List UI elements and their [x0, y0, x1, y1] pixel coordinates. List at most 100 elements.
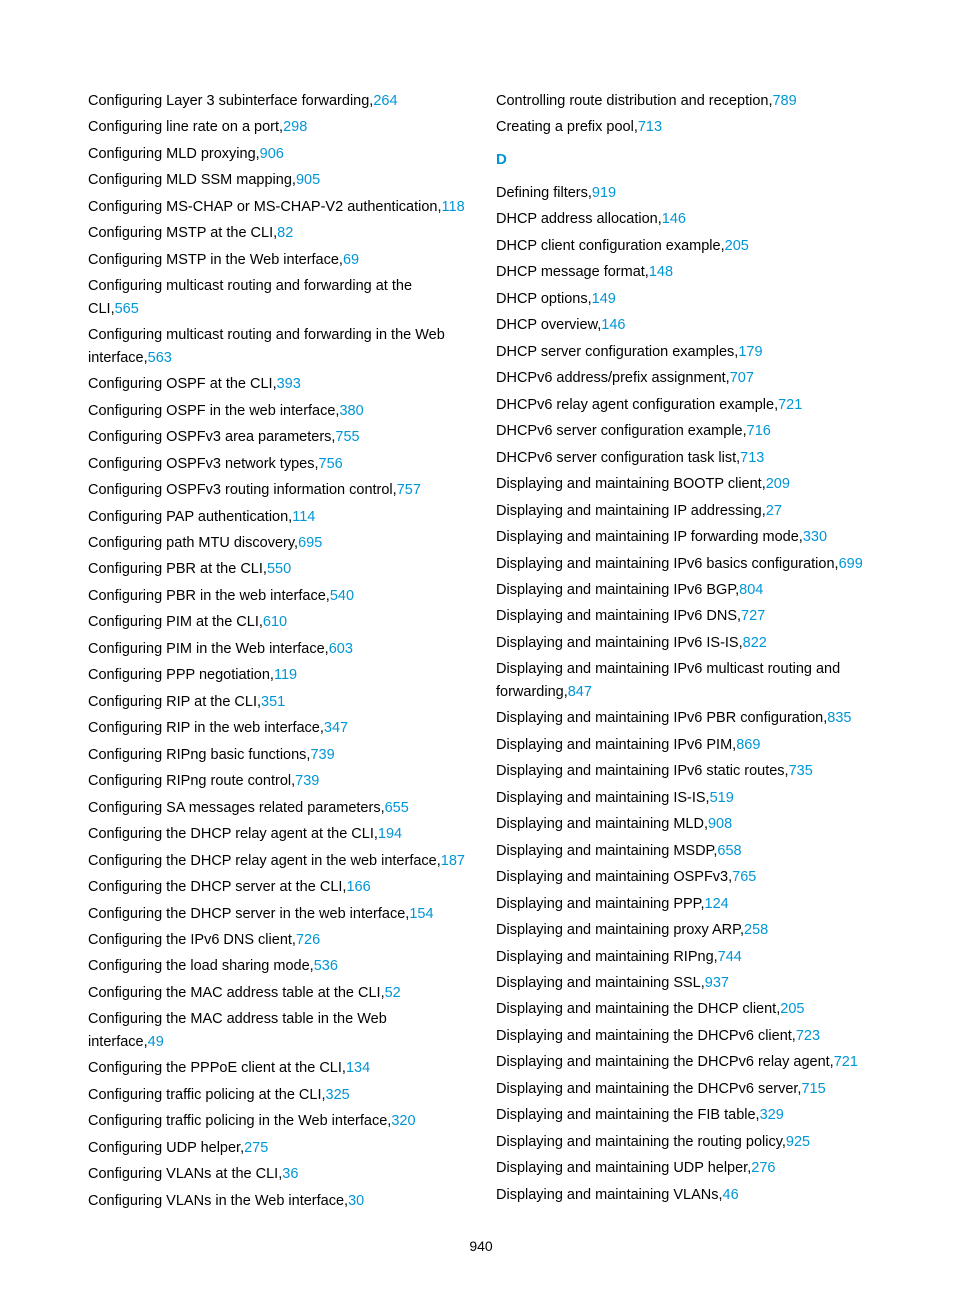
- page-link[interactable]: 36: [282, 1166, 298, 1182]
- page-link[interactable]: 351: [261, 694, 285, 710]
- page-link[interactable]: 298: [283, 119, 307, 135]
- page-link[interactable]: 325: [326, 1087, 350, 1103]
- page-link[interactable]: 721: [834, 1054, 858, 1070]
- entry-text: Configuring the DHCP server at the CLI,: [88, 879, 346, 895]
- index-entry: Configuring the MAC address table in the…: [88, 1008, 466, 1053]
- page-link[interactable]: 275: [244, 1140, 268, 1156]
- entry-text: Displaying and maintaining UDP helper,: [496, 1160, 751, 1176]
- page-link[interactable]: 565: [115, 301, 139, 317]
- page-link[interactable]: 347: [324, 720, 348, 736]
- page-link[interactable]: 124: [705, 896, 729, 912]
- page-link[interactable]: 804: [739, 582, 763, 598]
- entry-text: Configuring RIP in the web interface,: [88, 720, 324, 736]
- page-link[interactable]: 258: [744, 922, 768, 938]
- page-link[interactable]: 603: [329, 641, 353, 657]
- page-link[interactable]: 699: [839, 556, 863, 572]
- page-link[interactable]: 937: [705, 975, 729, 991]
- page-link[interactable]: 563: [148, 350, 172, 366]
- page-link[interactable]: 739: [310, 747, 334, 763]
- page-link[interactable]: 179: [738, 344, 762, 360]
- page-link[interactable]: 69: [343, 252, 359, 268]
- page-link[interactable]: 154: [409, 906, 433, 922]
- page-link[interactable]: 905: [296, 172, 320, 188]
- page-link[interactable]: 149: [592, 291, 616, 307]
- index-entry: Displaying and maintaining the FIB table…: [496, 1104, 874, 1126]
- page-link[interactable]: 550: [267, 561, 291, 577]
- page-link[interactable]: 119: [274, 667, 297, 683]
- entry-text: DHCP message format,: [496, 264, 649, 280]
- page-link[interactable]: 114: [292, 509, 315, 525]
- page-link[interactable]: 655: [385, 800, 409, 816]
- page-link[interactable]: 610: [263, 614, 287, 630]
- page-link[interactable]: 146: [601, 317, 625, 333]
- index-entry: Configuring RIP in the web interface,347: [88, 717, 466, 739]
- page-link[interactable]: 205: [725, 238, 749, 254]
- page-link[interactable]: 46: [723, 1187, 739, 1203]
- page-link[interactable]: 187: [441, 853, 465, 869]
- entry-text: Displaying and maintaining IPv6 PIM,: [496, 737, 736, 753]
- page-link[interactable]: 82: [277, 225, 293, 241]
- page-link[interactable]: 925: [786, 1134, 810, 1150]
- entry-text: Configuring OSPF at the CLI,: [88, 376, 277, 392]
- index-entry: Displaying and maintaining IPv6 static r…: [496, 760, 874, 782]
- page-link[interactable]: 716: [747, 423, 771, 439]
- page-link[interactable]: 789: [772, 93, 796, 109]
- index-entry: Configuring the DHCP relay agent in the …: [88, 850, 466, 872]
- page-link[interactable]: 166: [346, 879, 370, 895]
- page-link[interactable]: 919: [592, 185, 616, 201]
- page-link[interactable]: 330: [803, 529, 827, 545]
- page-link[interactable]: 908: [708, 816, 732, 832]
- page-link[interactable]: 835: [827, 710, 851, 726]
- page-link[interactable]: 540: [330, 588, 354, 604]
- page-link[interactable]: 30: [348, 1193, 364, 1209]
- page-link[interactable]: 721: [778, 397, 802, 413]
- page-link[interactable]: 52: [385, 985, 401, 1001]
- page-link[interactable]: 757: [397, 482, 421, 498]
- entry-text: Creating a prefix pool,: [496, 119, 638, 135]
- page-link[interactable]: 134: [346, 1060, 370, 1076]
- page-link[interactable]: 822: [743, 635, 767, 651]
- page-link[interactable]: 715: [801, 1081, 825, 1097]
- entry-text: DHCP options,: [496, 291, 592, 307]
- page-link[interactable]: 756: [319, 456, 343, 472]
- page-link[interactable]: 209: [766, 476, 790, 492]
- page-link[interactable]: 765: [732, 869, 756, 885]
- page-link[interactable]: 118: [442, 199, 465, 215]
- page-link[interactable]: 723: [796, 1028, 820, 1044]
- page-link[interactable]: 744: [718, 949, 742, 965]
- page-link[interactable]: 380: [339, 403, 363, 419]
- index-entry: Configuring MLD proxying,906: [88, 143, 466, 165]
- page-link[interactable]: 205: [780, 1001, 804, 1017]
- page-link[interactable]: 658: [717, 843, 741, 859]
- page-link[interactable]: 735: [789, 763, 813, 779]
- page-link[interactable]: 695: [298, 535, 322, 551]
- page-link[interactable]: 727: [741, 608, 765, 624]
- index-entry: Displaying and maintaining the routing p…: [496, 1131, 874, 1153]
- page-link[interactable]: 713: [740, 450, 764, 466]
- page-link[interactable]: 755: [335, 429, 359, 445]
- entry-text: Configuring the DHCP relay agent in the …: [88, 853, 441, 869]
- page-link[interactable]: 320: [391, 1113, 415, 1129]
- page-link[interactable]: 713: [638, 119, 662, 135]
- page-link[interactable]: 49: [148, 1034, 164, 1050]
- page-link[interactable]: 27: [766, 503, 782, 519]
- page-link[interactable]: 393: [277, 376, 301, 392]
- page-link[interactable]: 707: [730, 370, 754, 386]
- entry-text: DHCPv6 server configuration task list,: [496, 450, 740, 466]
- entry-text: Displaying and maintaining IP forwarding…: [496, 529, 803, 545]
- page-link[interactable]: 536: [314, 958, 338, 974]
- page-link[interactable]: 519: [710, 790, 734, 806]
- page-link[interactable]: 726: [296, 932, 320, 948]
- page-link[interactable]: 329: [760, 1107, 784, 1123]
- page-link[interactable]: 194: [378, 826, 402, 842]
- page-link[interactable]: 869: [736, 737, 760, 753]
- entry-text: Configuring OSPF in the web interface,: [88, 403, 339, 419]
- page-link[interactable]: 146: [662, 211, 686, 227]
- page-link[interactable]: 148: [649, 264, 673, 280]
- index-entry: Configuring MS-CHAP or MS-CHAP-V2 authen…: [88, 196, 466, 218]
- page-link[interactable]: 739: [295, 773, 319, 789]
- page-link[interactable]: 906: [260, 146, 284, 162]
- page-link[interactable]: 847: [568, 684, 592, 700]
- page-link[interactable]: 264: [373, 93, 397, 109]
- page-link[interactable]: 276: [751, 1160, 775, 1176]
